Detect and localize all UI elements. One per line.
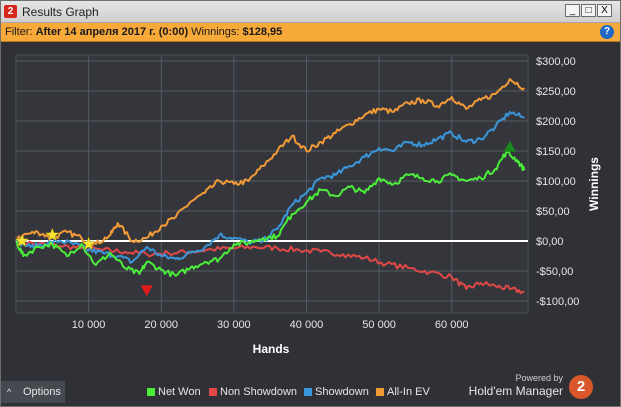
x-tick-label: 60 000 xyxy=(435,319,469,331)
y-tick-label: -$50,00 xyxy=(536,266,573,278)
chart-markers xyxy=(14,140,516,297)
close-button[interactable]: X xyxy=(597,4,612,17)
series-line-non-showdown xyxy=(15,238,525,295)
series-line-net-won xyxy=(15,150,526,278)
caret-up-icon: ^ xyxy=(7,387,12,397)
y-tick-label: $200,00 xyxy=(536,116,576,128)
x-tick-label: 30 000 xyxy=(217,319,251,331)
results-chart: 10 000 20 000 30 000 40 000 50 000 60 000 $300… xyxy=(14,54,601,356)
axis-ticks: 10 000 20 000 30 000 40 000 50 000 60 000 $300… xyxy=(72,56,580,331)
maximize-button[interactable]: □ xyxy=(581,4,596,17)
brand-name: Hold'em Manager xyxy=(468,384,563,398)
options-button[interactable]: ^ Options xyxy=(1,381,65,403)
x-tick-label: 20 000 xyxy=(144,319,178,331)
holdem-manager-logo-icon: 2 xyxy=(569,375,593,399)
winnings-label: Winnings: xyxy=(191,26,240,38)
help-icon[interactable]: ? xyxy=(600,25,614,39)
powered-by: Powered by Hold'em Manager xyxy=(469,373,563,403)
legend-swatch xyxy=(147,388,155,396)
filter-value: After 14 апреля 2017 г. (0:00) xyxy=(35,26,189,38)
legend-label: Non Showdown xyxy=(220,386,298,398)
x-tick-label: 40 000 xyxy=(290,319,324,331)
y-tick-label: $0,00 xyxy=(536,236,564,248)
filter-bar: Filter: After 14 апреля 2017 г. (0:00) W… xyxy=(1,23,620,42)
x-axis-label: Hands xyxy=(253,342,290,356)
series-line-all-in-ev xyxy=(15,78,526,247)
legend-swatch xyxy=(209,388,217,396)
x-tick-label: 10 000 xyxy=(72,319,106,331)
minimize-button[interactable]: _ xyxy=(565,4,580,17)
y-tick-label: -$100,00 xyxy=(536,296,579,308)
legend-label: All-In EV xyxy=(387,386,430,398)
y-axis-label: Winnings xyxy=(587,157,601,211)
options-label: Options xyxy=(23,386,61,398)
y-tick-label: $100,00 xyxy=(536,176,576,188)
y-tick-label: $250,00 xyxy=(536,86,576,98)
y-tick-label: $150,00 xyxy=(536,146,576,158)
max-marker-icon xyxy=(503,140,516,152)
y-tick-label: $300,00 xyxy=(536,56,576,68)
plot-area xyxy=(15,54,529,314)
app-logo-icon: 2 xyxy=(4,5,17,18)
title-bar[interactable]: 2 Results Graph _ □ X xyxy=(1,1,620,23)
x-tick-label: 50 000 xyxy=(362,319,396,331)
legend-label: Showdown xyxy=(315,386,369,398)
legend-swatch xyxy=(376,388,384,396)
powered-by-label: Powered by xyxy=(515,373,563,383)
bottom-bar: ^ Options Net Won Non Showdown Showdown … xyxy=(1,373,620,406)
winnings-value: $128,95 xyxy=(242,26,283,38)
window-title: Results Graph xyxy=(22,5,99,19)
star-marker-icon xyxy=(81,236,96,251)
legend-label: Net Won xyxy=(158,386,201,398)
star-marker-icon xyxy=(14,233,30,248)
legend-swatch xyxy=(304,388,312,396)
star-marker-icon xyxy=(45,227,60,242)
filter-label: Filter: xyxy=(5,26,33,38)
min-marker-icon xyxy=(140,285,153,297)
series-lines xyxy=(15,78,526,295)
y-tick-label: $50,00 xyxy=(536,206,570,218)
